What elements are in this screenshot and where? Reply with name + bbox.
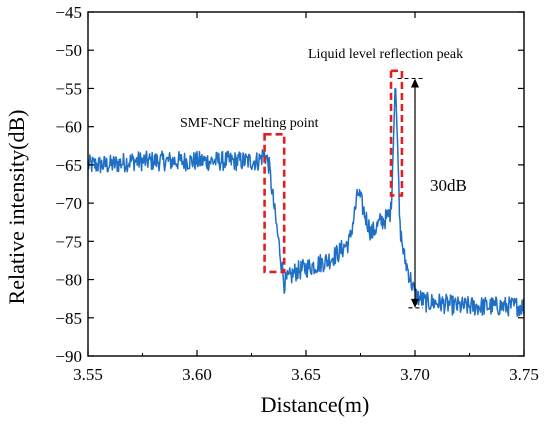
y-tick-label: −45 <box>55 3 82 22</box>
x-tick-label: 3.75 <box>509 365 539 384</box>
y-tick-label: −60 <box>55 118 82 137</box>
annotation-smf-ncf: SMF-NCF melting point <box>180 116 319 131</box>
y-tick-label: −80 <box>55 271 82 290</box>
y-axis-title: Relative intensity(dB) <box>4 110 29 305</box>
highlight-box-0 <box>263 133 286 274</box>
y-tick-label: −85 <box>55 309 82 328</box>
x-tick-label: 3.55 <box>73 365 103 384</box>
x-tick-label: 3.65 <box>291 365 321 384</box>
measure-arrowhead-top <box>411 78 419 88</box>
series-line <box>87 87 525 317</box>
y-tick-label: −70 <box>55 194 82 213</box>
highlight-box-1 <box>389 69 404 197</box>
plot-area <box>87 87 525 317</box>
axes: Distance(m) Relative intensity(dB) 3.55 3… <box>4 3 539 417</box>
x-tick-label: 3.70 <box>400 365 430 384</box>
annotation-liquid-level: Liquid level reflection peak <box>308 47 463 62</box>
y-tick-label: −90 <box>55 347 82 366</box>
y-tick-label: −55 <box>55 79 82 98</box>
y-tick-label: −65 <box>55 156 82 175</box>
annotation-30db: 30dB <box>430 176 467 195</box>
x-tick-label: 3.60 <box>182 365 212 384</box>
y-tick-label: −75 <box>55 232 82 251</box>
annotation-layer: SMF-NCF melting point Liquid level refle… <box>180 47 467 309</box>
x-axis-title: Distance(m) <box>261 392 370 417</box>
measure-arrowhead-bottom <box>411 298 419 308</box>
y-tick-label: −50 <box>55 41 82 60</box>
